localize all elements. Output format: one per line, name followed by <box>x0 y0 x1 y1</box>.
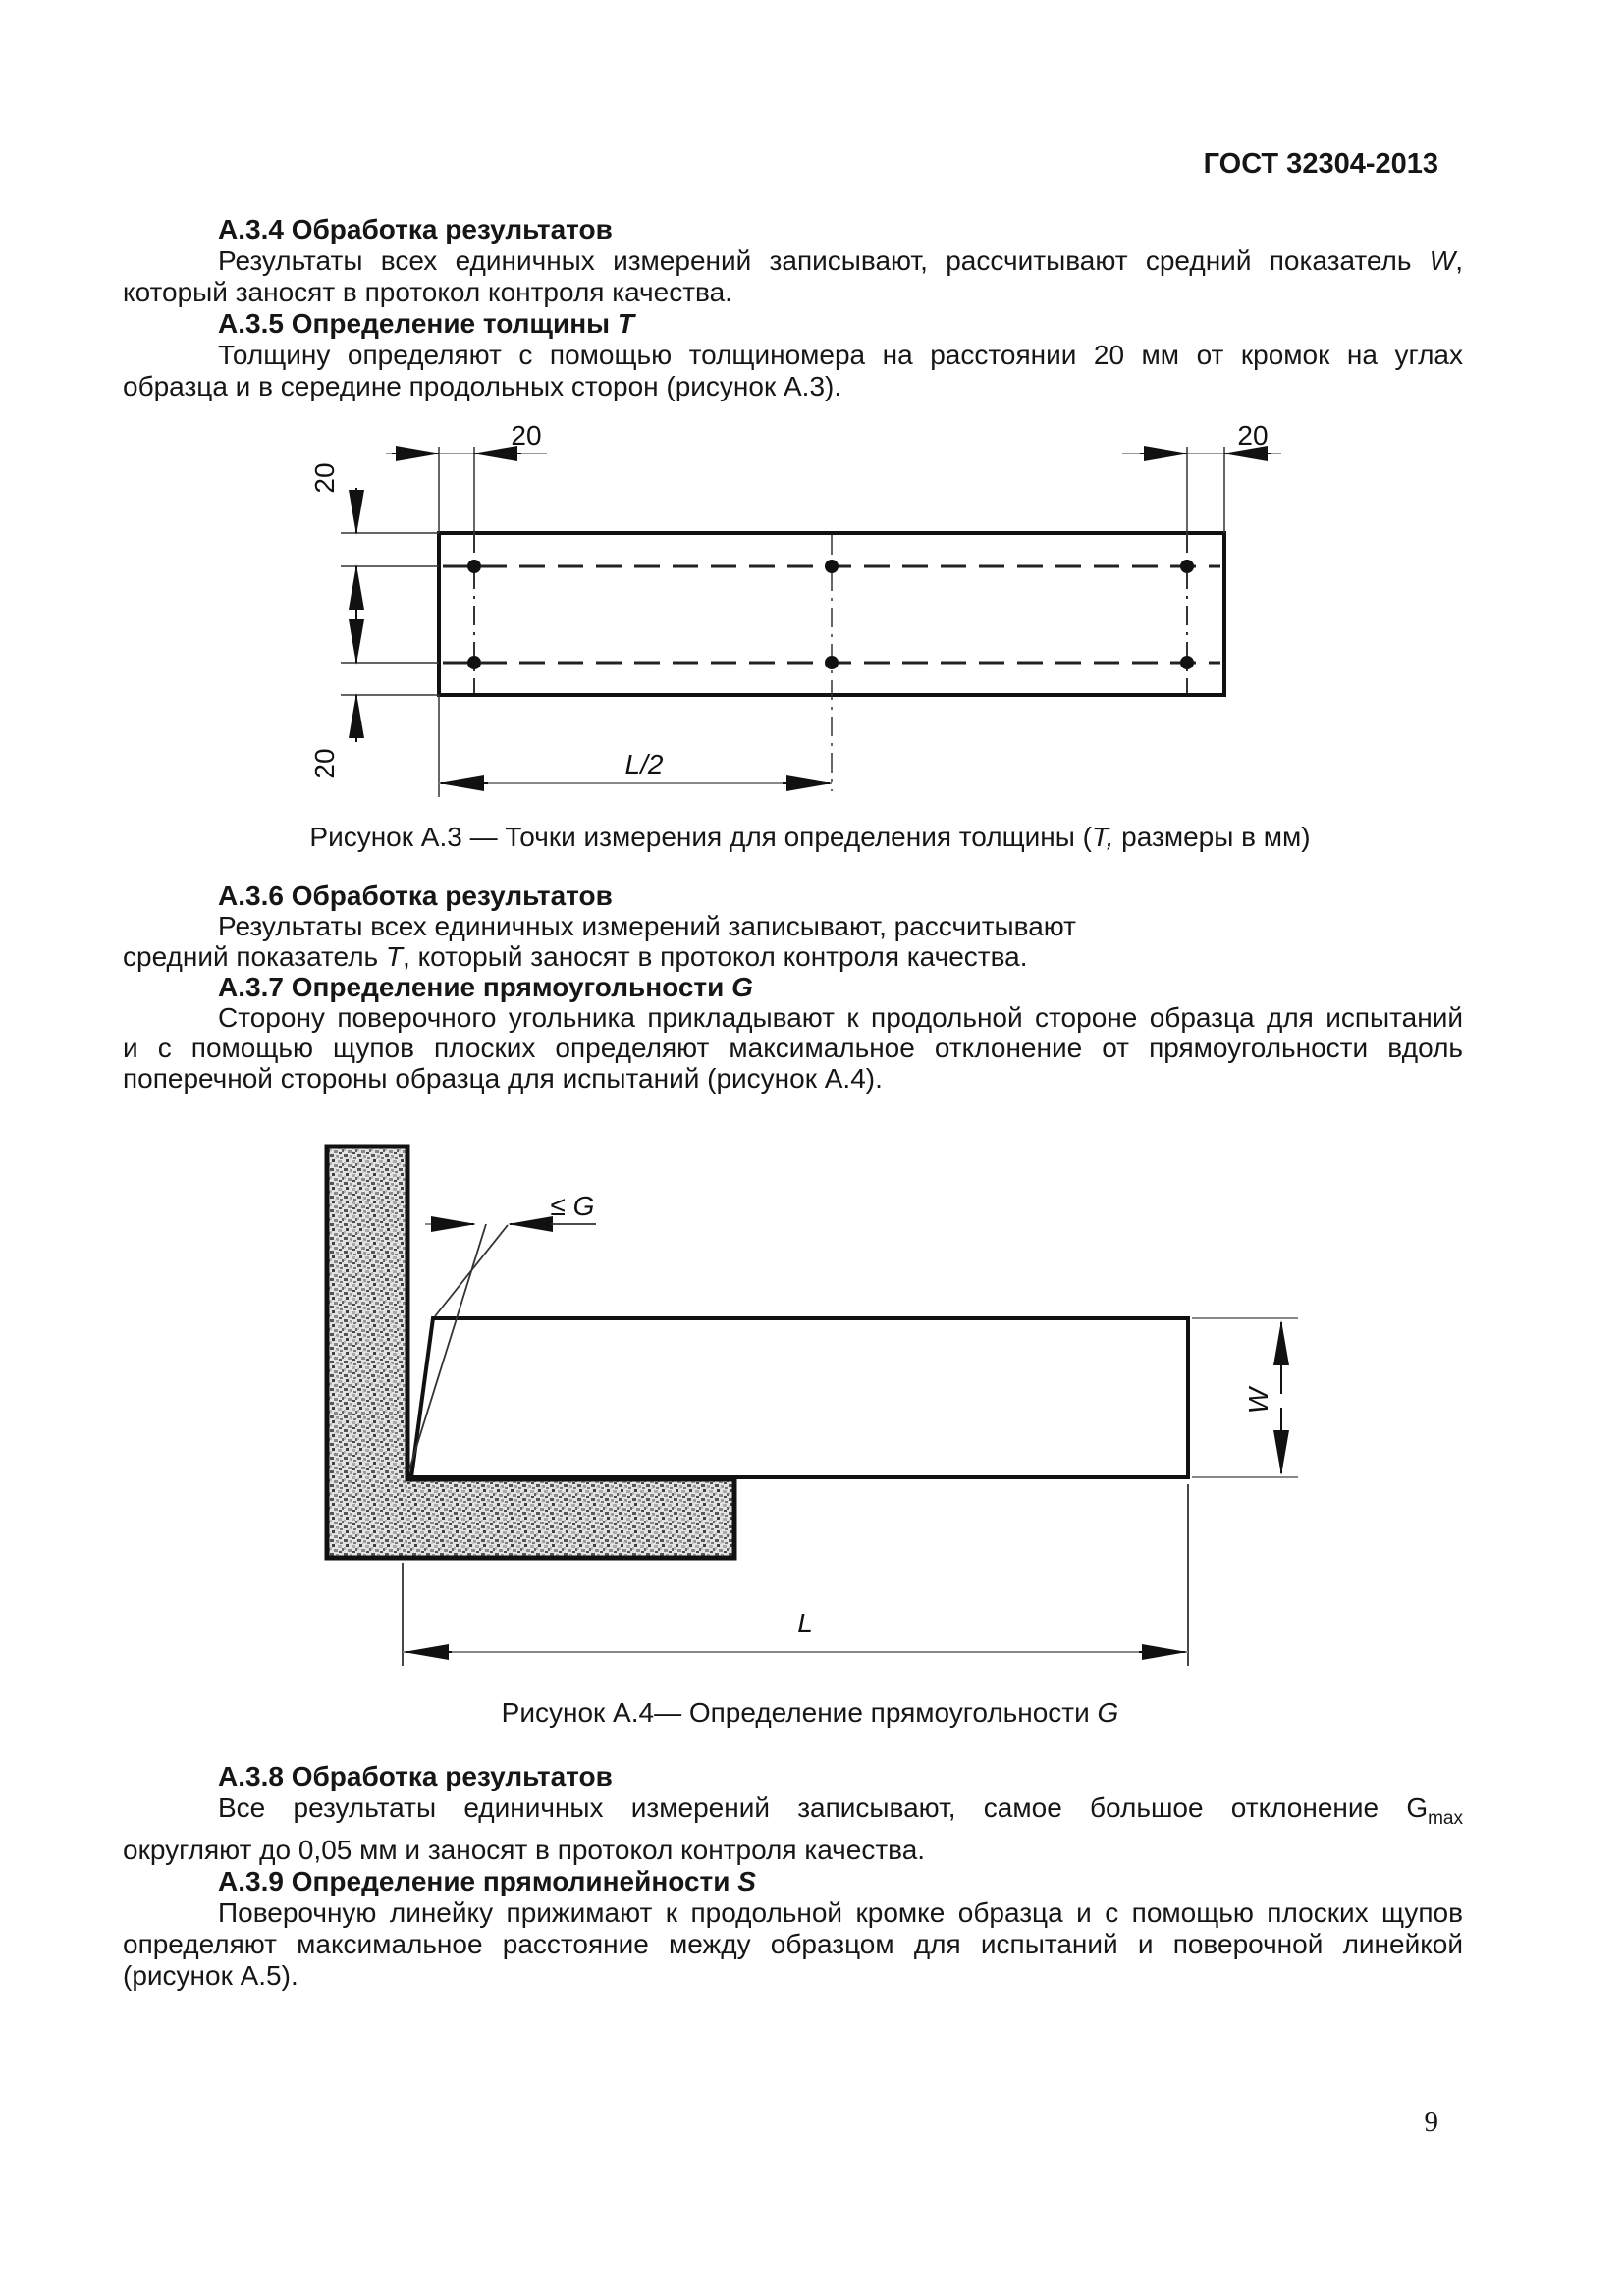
text-line: А.3.5 Определение толщины Т <box>218 308 634 339</box>
dim-label-length: L <box>797 1608 813 1638</box>
text-line: образца и в середине продольных сторон (… <box>123 371 842 401</box>
text-block-a38-a39: А.3.8 Обработка результатов Все результат… <box>123 1761 1463 1992</box>
dim-label-gap: ≤ G <box>551 1191 595 1221</box>
page-header-standard-number: ГОСТ 32304-2013 <box>1203 148 1438 180</box>
dim-label-20-top-right: 20 <box>1237 420 1268 451</box>
text-line: А.3.9 Определение прямолинейности S <box>218 1866 756 1896</box>
text-line: поперечной стороны образца для испытаний… <box>123 1063 883 1094</box>
dim-label-20-top-left: 20 <box>511 420 541 451</box>
figure-a4-caption: Рисунок А.4— Определение прямоугольности… <box>123 1696 1497 1730</box>
figure-a3-caption: Рисунок А.3 — Точки измерения для опреде… <box>123 821 1497 854</box>
dim-label-half-length: L/2 <box>625 749 664 779</box>
text-line: А.3.6 Обработка результатов <box>218 881 613 911</box>
text-line: Все результаты единичных измерений запис… <box>218 1792 1463 1829</box>
text-line: А.3.8 Обработка результатов <box>218 1761 613 1791</box>
specimen-panel <box>408 1316 1190 1479</box>
text-line: Результаты всех единичных измерений запи… <box>218 245 1463 276</box>
text-line: (рисунок А.5). <box>123 1960 298 1991</box>
measuring-points <box>467 560 1194 669</box>
figure-a4-drawing: ≤ G W L <box>324 1144 1298 1666</box>
gap-extension-lines <box>408 1223 509 1470</box>
text-line: Сторону поверочного угольника прикладыва… <box>218 1002 1463 1033</box>
text-line: округляют до 0,05 мм и заносят в протоко… <box>123 1835 926 1865</box>
text-line: Результаты всех единичных измерений запи… <box>218 911 1076 941</box>
text-line: и с помощью щупов плоских определяют мак… <box>123 1033 1463 1063</box>
text-line: А.3.4 Обработка результатов <box>218 214 613 244</box>
page-number: 9 <box>1424 2107 1439 2138</box>
text-line: Поверочную линейку прижимают к продольно… <box>218 1897 1463 1928</box>
text-line: определяют максимальное расстояние между… <box>123 1929 1463 1959</box>
text-line: Рисунок А.4— Определение прямоугольности… <box>501 1697 1119 1728</box>
text-line: Толщину определяют с помощью толщиномера… <box>218 340 1463 370</box>
dim-label-20-bottom-left-vertical: 20 <box>309 748 340 778</box>
text-line: средний показатель Т, который заносят в … <box>123 941 1028 972</box>
text-line: Рисунок А.3 — Точки измерения для опреде… <box>309 822 1311 852</box>
figure-a3-drawing: 20 20 20 20 L/2 <box>309 420 1281 797</box>
length-dimension <box>402 1484 1189 1666</box>
text-line: А.3.7 Определение прямоугольности G <box>218 972 753 1002</box>
text-line: который заносят в протокол контроля каче… <box>123 277 732 307</box>
dim-label-width: W <box>1243 1385 1273 1414</box>
dim-label-20-top-left-vertical: 20 <box>309 462 340 493</box>
text-block-a36-a37: А.3.6 Обработка результатов Результаты вс… <box>123 881 1463 1094</box>
width-dimension <box>1192 1317 1298 1478</box>
text-block-a34-a35: А.3.4 Обработка результатов Результаты вс… <box>123 214 1463 402</box>
